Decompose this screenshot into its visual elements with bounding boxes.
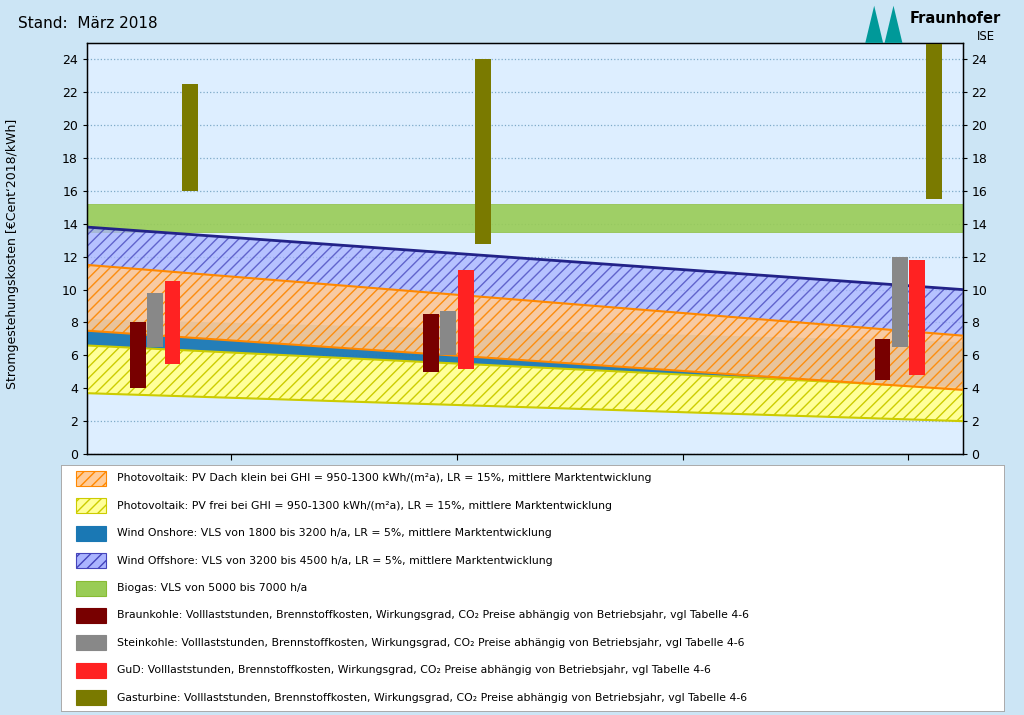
Text: Gasturbine: Volllaststunden, Brennstoffkosten, Wirkungsgrad, CO₂ Preise abhängig: Gasturbine: Volllaststunden, Brennstoffk… <box>117 693 748 703</box>
FancyBboxPatch shape <box>76 471 105 486</box>
Text: Biogas: VLS von 5000 bis 7000 h/a: Biogas: VLS von 5000 bis 7000 h/a <box>117 583 307 593</box>
FancyBboxPatch shape <box>76 498 105 513</box>
Bar <box>423 315 439 372</box>
Bar <box>147 293 163 347</box>
Text: Steinkohle: Volllaststunden, Brennstoffkosten, Wirkungsgrad, CO₂ Preise abhängig: Steinkohle: Volllaststunden, Brennstoffk… <box>117 638 744 648</box>
FancyBboxPatch shape <box>76 581 105 596</box>
Bar <box>475 59 490 244</box>
Bar <box>874 339 890 380</box>
Text: Photovoltaik: PV frei bei GHI = 950-1300 kWh/(m²a), LR = 15%, mittlere Marktentw: Photovoltaik: PV frei bei GHI = 950-1300… <box>117 501 612 511</box>
Text: Wind Onshore: VLS von 1800 bis 3200 h/a, LR = 5%, mittlere Marktentwicklung: Wind Onshore: VLS von 1800 bis 3200 h/a,… <box>117 528 552 538</box>
FancyBboxPatch shape <box>76 608 105 623</box>
Text: Wind Offshore: VLS von 3200 bis 4500 h/a, LR = 5%, mittlere Marktentwicklung: Wind Offshore: VLS von 3200 bis 4500 h/a… <box>117 556 553 566</box>
Text: ISE: ISE <box>977 30 994 43</box>
FancyBboxPatch shape <box>76 636 105 651</box>
FancyBboxPatch shape <box>76 663 105 678</box>
Polygon shape <box>885 6 902 43</box>
FancyBboxPatch shape <box>76 690 105 705</box>
Bar <box>440 311 457 355</box>
FancyBboxPatch shape <box>76 553 105 568</box>
Text: Braunkohle: Volllaststunden, Brennstoffkosten, Wirkungsgrad, CO₂ Preise abhängig: Braunkohle: Volllaststunden, Brennstoffk… <box>117 611 749 621</box>
Text: Stand:  März 2018: Stand: März 2018 <box>18 16 158 31</box>
Bar <box>892 257 907 347</box>
FancyBboxPatch shape <box>76 526 105 541</box>
Text: Fraunhofer: Fraunhofer <box>909 11 1001 26</box>
Bar <box>909 260 925 375</box>
Bar <box>182 84 198 191</box>
Bar <box>927 43 942 199</box>
Bar <box>165 282 180 364</box>
Text: Stromgestehungskosten [€Cent‘2018/kWh]: Stromgestehungskosten [€Cent‘2018/kWh] <box>6 119 18 389</box>
Bar <box>130 322 145 388</box>
Bar <box>458 270 474 368</box>
Text: Photovoltaik: PV Dach klein bei GHI = 950-1300 kWh/(m²a), LR = 15%, mittlere Mar: Photovoltaik: PV Dach klein bei GHI = 95… <box>117 473 651 483</box>
Text: GuD: Volllaststunden, Brennstoffkosten, Wirkungsgrad, CO₂ Preise abhängig von Be: GuD: Volllaststunden, Brennstoffkosten, … <box>117 666 711 675</box>
Polygon shape <box>865 6 883 43</box>
